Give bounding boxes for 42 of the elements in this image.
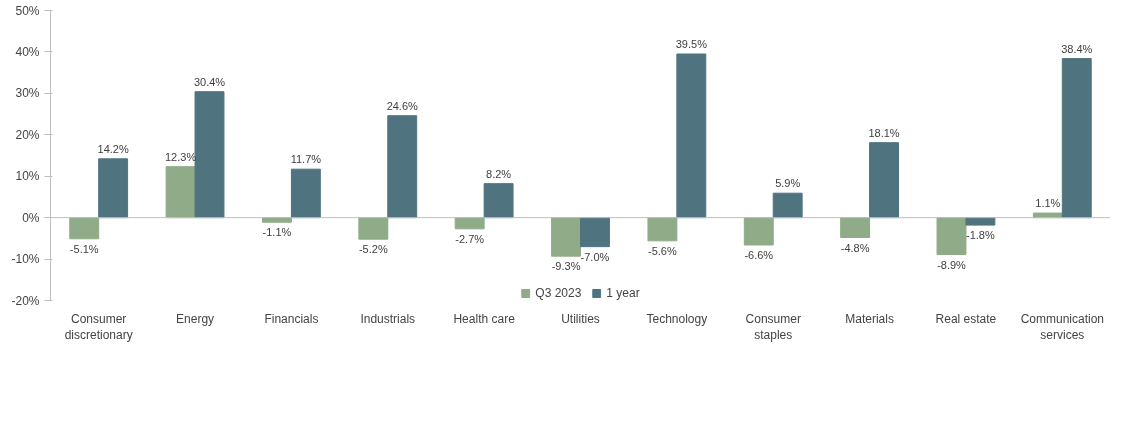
data-label: -4.8% (840, 241, 870, 254)
y-tick-label: 20% (15, 127, 40, 142)
data-label: 14.2% (97, 142, 129, 155)
x-tick-label: Communication services (1020, 311, 1105, 343)
x-tick-label: Industrials (360, 311, 416, 326)
data-label: -8.9% (937, 258, 967, 271)
data-label: -1.8% (966, 229, 995, 242)
data-label: 38.4% (1061, 42, 1093, 55)
x-tick-label: Energy (176, 311, 215, 326)
y-tick-label: -20% (11, 293, 40, 308)
x-tick-label: Materials (845, 311, 894, 326)
y-tick-label: 30% (15, 86, 40, 101)
data-label: -7.0% (580, 250, 610, 263)
y-tick-label: 0% (22, 210, 40, 225)
data-label: 24.6% (386, 99, 419, 112)
x-tick-label: Financials (264, 311, 319, 326)
data-label: 39.5% (675, 38, 708, 50)
data-label: 11.7% (290, 153, 322, 166)
data-label: -5.6% (648, 244, 677, 257)
data-label: -1.1% (262, 226, 292, 239)
x-tick-label: Consumer staples (745, 311, 801, 343)
y-tick-label: -10% (11, 252, 40, 267)
y-tick-label: 50% (15, 3, 40, 18)
legend-label: Q3 2023 (535, 286, 582, 300)
data-label: -5.2% (358, 243, 388, 256)
data-label: 8.2% (486, 167, 512, 180)
data-label: -5.1% (69, 242, 99, 255)
x-tick-label: Utilities (561, 311, 600, 326)
data-label: -6.6% (744, 248, 774, 261)
data-label: 1.1% (1035, 197, 1061, 210)
y-tick-label: 10% (15, 169, 40, 184)
y-tick-label: 40% (15, 44, 40, 59)
data-label: 5.9% (775, 177, 801, 190)
x-tick-label: Real estate (935, 311, 997, 326)
legend-label: 1 year (606, 286, 640, 300)
data-label: -2.7% (455, 232, 485, 245)
x-tick-label: Consumer discretionary (64, 311, 133, 343)
data-label: -9.3% (551, 260, 581, 273)
data-label: 30.4% (193, 75, 226, 88)
data-label: 18.1% (868, 126, 900, 139)
x-tick-label: Technology (646, 311, 708, 326)
x-tick-label: Health care (453, 311, 516, 326)
